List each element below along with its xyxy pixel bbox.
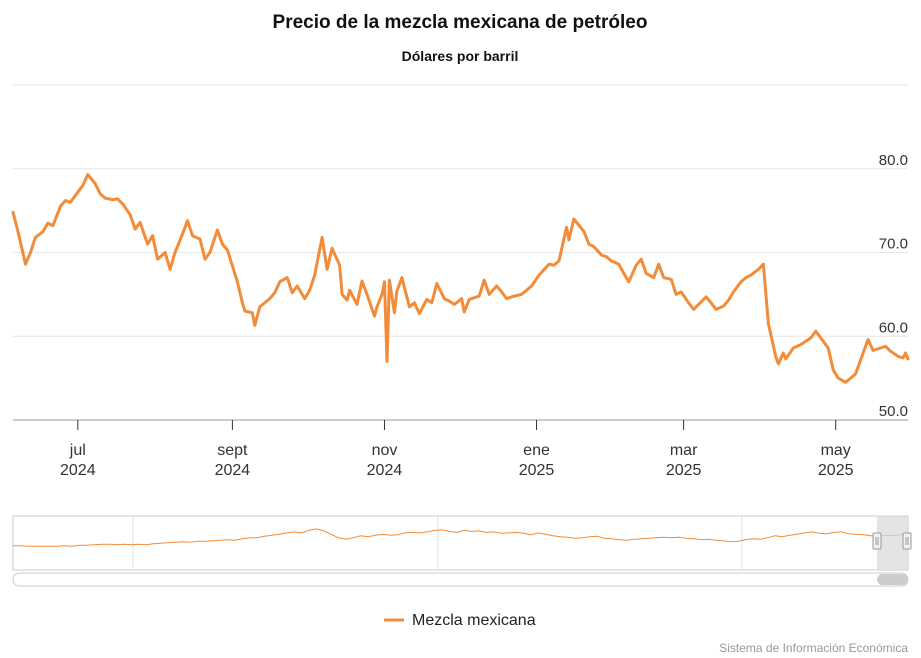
y-axis: 50.0 60.0 70.0 80.0 [879, 152, 908, 420]
x-tick-label-month: sept [217, 442, 248, 459]
y-tick-label: 60.0 [879, 319, 908, 336]
scrollbar-thumb[interactable] [877, 574, 908, 585]
x-tick-label-year: 2025 [818, 462, 854, 479]
legend-label[interactable]: Mezcla mexicana [412, 612, 536, 629]
y-tick-label: 80.0 [879, 152, 908, 169]
handle-body [872, 532, 882, 550]
chart-subtitle: Dólares por barril [402, 48, 519, 64]
navigator-handle-right[interactable] [902, 532, 912, 550]
x-tick-label-month: mar [670, 442, 698, 459]
x-tick-label-year: 2024 [60, 462, 96, 479]
navigator[interactable] [12, 515, 912, 587]
x-tick-label-year: 2025 [519, 462, 555, 479]
navigator-handle-left[interactable] [872, 532, 882, 550]
x-tick-label-month: may [821, 442, 851, 459]
series-line-mezcla-mexicana[interactable] [11, 173, 910, 384]
navigator-series-line [13, 528, 909, 547]
x-tick-label-month: jul [69, 442, 86, 459]
x-tick-label-month: ene [523, 442, 550, 459]
credits[interactable]: Sistema de Información Económica [719, 641, 908, 655]
navigator-frame [12, 515, 909, 571]
x-tick-label-month: nov [372, 442, 398, 459]
scrollbar-track[interactable] [12, 572, 909, 587]
y-tick-label: 50.0 [879, 403, 908, 420]
x-tick-label-year: 2024 [367, 462, 403, 479]
x-tick-label-year: 2025 [666, 462, 702, 479]
grid-layer [13, 84, 908, 421]
chart-title: Precio de la mezcla mexicana de petróleo [273, 12, 648, 33]
x-axis: jul 2024 sept 2024 nov 2024 ene 2025 mar 2025 may 2… [60, 420, 854, 479]
plot-area[interactable] [11, 173, 910, 384]
y-tick-label: 70.0 [879, 236, 908, 253]
x-tick-label-year: 2024 [215, 462, 251, 479]
handle-body [902, 532, 912, 550]
legend[interactable]: Mezcla mexicana [384, 612, 536, 629]
